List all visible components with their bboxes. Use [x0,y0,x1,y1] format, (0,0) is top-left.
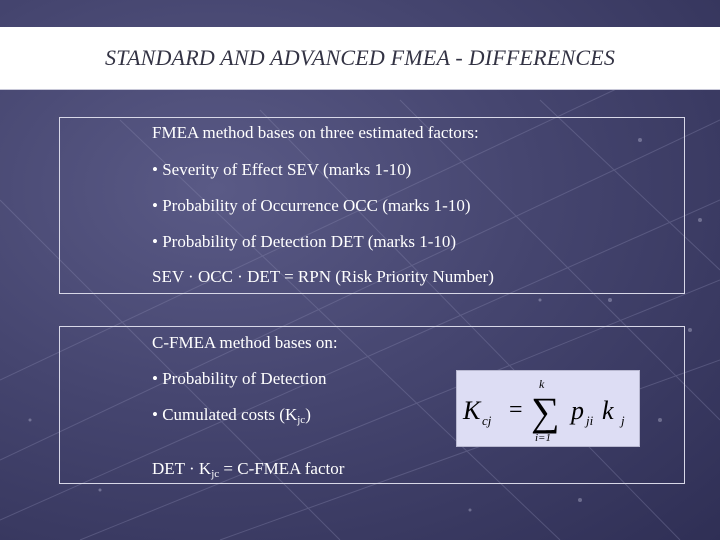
fmea-bullet-detection: • Probability of Detection DET (marks 1-… [152,232,457,251]
formula-lhs-var: K [462,396,482,425]
formula-lhs-sub: cj [482,413,492,428]
fmea-box [59,117,685,294]
formula-lower-limit: i=1 [535,432,551,444]
costs-text: • Cumulated costs (K [152,405,298,424]
formula-k-var: k [602,396,614,425]
fmea-bullet-occurrence: • Probability of Occurrence OCC (marks 1… [152,196,471,215]
cfmea-box [59,326,685,484]
title-bar: STANDARD AND ADVANCED FMEA - DIFFERENCES [0,27,720,90]
fmea-intro: FMEA method bases on three estimated fac… [152,123,479,142]
slide-title: STANDARD AND ADVANCED FMEA - DIFFERENCES [104,45,616,70]
fmea-bullet-severity: • Severity of Effect SEV (marks 1-10) [152,160,412,179]
det-suffix: = C-FMEA factor [219,459,345,478]
det-prefix: DET · K [152,459,212,478]
formula-upper-limit: k [539,377,545,391]
cfmea-bullet-detection: • Probability of Detection [152,369,327,388]
formula-equals: = [509,397,523,423]
costs-close: ) [305,405,311,424]
cfmea-bullet-costs: • Cumulated costs (Kjc) [152,405,311,426]
cfmea-intro: C-FMEA method bases on: [152,333,338,352]
formula-p-sub: ji [584,413,594,428]
cost-formula: K cj = k ∑ i=1 p ji k j [462,377,625,444]
costs-subscript: jc [297,414,306,426]
formula-k-sub: j [619,413,625,428]
det-subscript: jc [211,468,220,480]
rpn-equation: SEV · OCC · DET = RPN (Risk Priority Num… [152,267,494,286]
formula-box: K cj = k ∑ i=1 p ji k j [456,370,640,447]
formula-p-var: p [569,396,584,425]
formula-sum-sign: ∑ [531,389,560,434]
cfmea-factor-line: DET · Kjc = C-FMEA factor [152,459,344,480]
